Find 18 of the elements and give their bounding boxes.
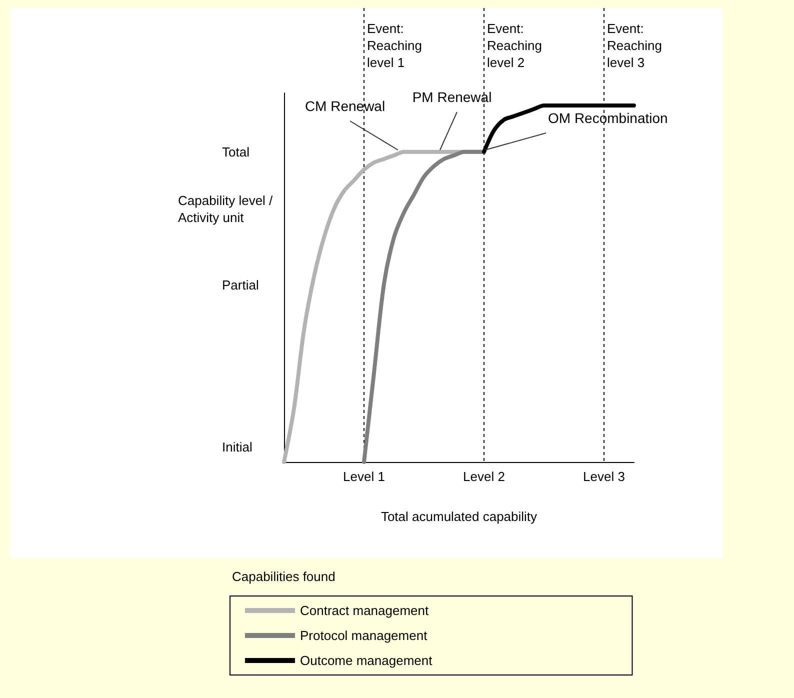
legend-title: Capabilities found bbox=[232, 569, 336, 584]
text: Initial bbox=[222, 440, 252, 454]
ref-line-label: Event: Reaching level 2 bbox=[487, 21, 546, 70]
legend-label: Protocol management bbox=[300, 628, 428, 643]
legend-label: Outcome management bbox=[300, 653, 433, 668]
text: PM Renewal bbox=[412, 89, 492, 105]
x-tick-label: Level 2 bbox=[463, 469, 505, 484]
x-axis-title: Total acumulated capability bbox=[380, 509, 538, 524]
x-tick-label: Level 3 bbox=[583, 469, 625, 484]
text: Partial bbox=[222, 278, 259, 292]
annotation: OM Recombination bbox=[548, 110, 668, 126]
y-axis-title: Capability level /Activity unit bbox=[178, 193, 274, 225]
text: Total bbox=[222, 144, 250, 160]
annotation: CM Renewal bbox=[304, 98, 386, 114]
ref-line-label: Event: Reaching level 3 bbox=[607, 21, 666, 70]
ref-line-label: Event: Reaching level 1 bbox=[367, 21, 426, 70]
legend-label: Contract management bbox=[300, 603, 430, 618]
x-tick-label: Level 1 bbox=[343, 469, 385, 484]
